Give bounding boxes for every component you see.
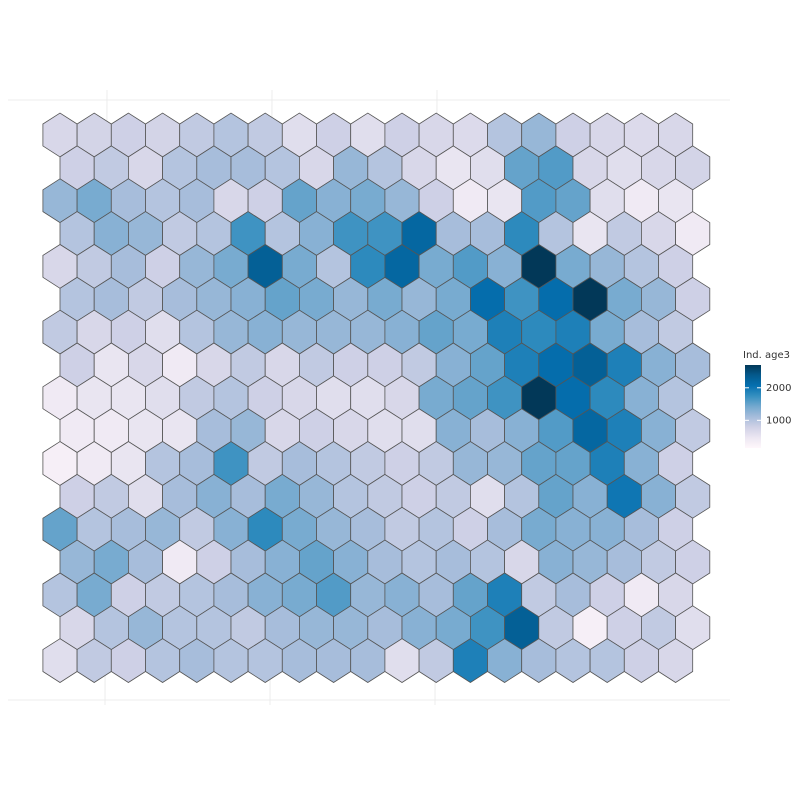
hex-grid: [42, 112, 711, 683]
colorbar-tick-label: 2000: [766, 383, 791, 394]
hex-cell: [658, 638, 694, 683]
legend-title: Ind. age3: [743, 350, 790, 361]
legend: 1000 2000: [745, 383, 791, 426]
colorbar-tick-label: 1000: [766, 415, 791, 426]
colorbar: [745, 365, 761, 448]
